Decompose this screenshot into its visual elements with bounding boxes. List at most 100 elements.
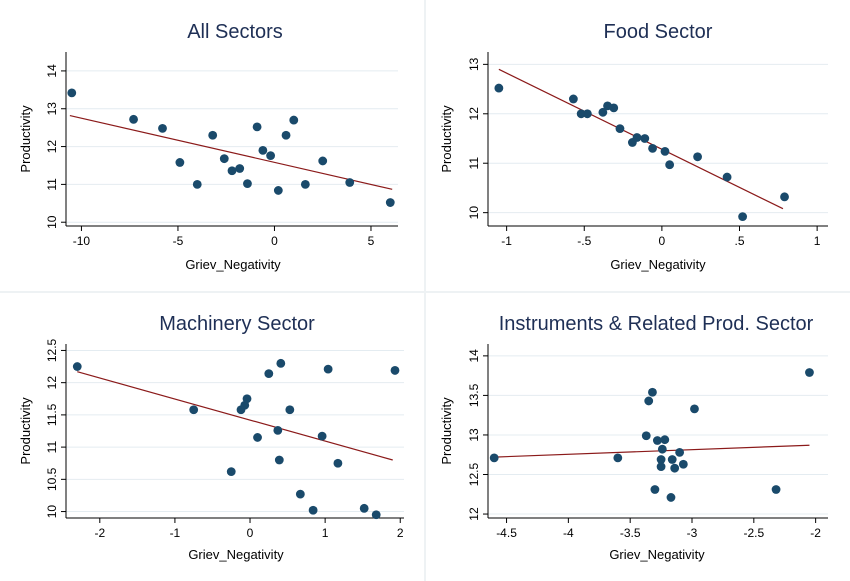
data-point <box>273 186 283 195</box>
data-point <box>615 124 625 134</box>
data-point <box>675 447 685 457</box>
y-axis-label: Productivity <box>439 105 454 173</box>
data-point <box>276 358 286 368</box>
y-tick-label: 10 <box>467 206 481 220</box>
data-point <box>660 146 670 156</box>
data-point <box>295 489 305 499</box>
data-point <box>371 510 381 520</box>
data-point <box>576 109 586 119</box>
data-point <box>317 431 327 441</box>
data-point <box>390 366 400 375</box>
data-point <box>266 151 276 161</box>
y-tick-label: 11.5 <box>45 403 59 426</box>
data-point <box>660 435 670 445</box>
panel-title: Machinery Sector <box>159 313 315 335</box>
y-tick-label: 13 <box>45 102 59 116</box>
y-tick-label: 10 <box>45 215 59 229</box>
data-point <box>641 431 651 441</box>
data-point <box>690 404 699 414</box>
data-point <box>670 463 680 473</box>
data-point <box>805 368 814 377</box>
x-tick-label: 0 <box>659 234 666 248</box>
y-tick-label: 14 <box>467 349 481 363</box>
data-point <box>281 130 291 140</box>
data-point <box>693 152 702 162</box>
data-point <box>656 455 666 464</box>
data-point <box>175 158 185 167</box>
y-tick-label: 12.5 <box>45 338 59 362</box>
data-point <box>582 109 592 119</box>
y-axis-label: Productivity <box>439 397 454 465</box>
data-point <box>189 405 199 415</box>
y-tick-label: 12.5 <box>467 462 481 486</box>
data-point <box>192 179 202 189</box>
panel-4: -4.5 -4 -3.5 -3 -2.5 -2 12 12.5 13 13.5 14 Instrume… <box>439 313 828 562</box>
data-point <box>780 192 789 202</box>
fit-line <box>494 444 810 458</box>
data-point <box>227 166 237 176</box>
x-tick-label: 0 <box>247 526 254 540</box>
data-point <box>226 467 236 476</box>
data-point <box>652 436 662 445</box>
data-point <box>264 369 274 379</box>
panel-1: -10 -5 0 5 10 11 12 13 14 All Sectors Griev_Negati… <box>18 21 398 272</box>
data-point <box>333 458 343 468</box>
data-point <box>665 160 675 170</box>
y-tick-label: 13.5 <box>467 383 481 407</box>
data-point <box>300 179 310 189</box>
x-tick-label: 2 <box>397 526 404 540</box>
x-axis-label: Griev_Negativity <box>188 547 284 562</box>
panel-title: Instruments & Related Prod. Sector <box>499 313 814 335</box>
x-tick-label: -.5 <box>577 234 591 248</box>
data-point <box>609 103 619 113</box>
y-tick-label: 14 <box>45 64 59 78</box>
data-point <box>242 394 252 404</box>
x-tick-label: -5 <box>173 234 184 248</box>
y-tick-label: 12 <box>45 376 59 390</box>
data-point <box>274 455 284 465</box>
x-tick-label: -3.5 <box>620 526 641 540</box>
data-point <box>323 364 333 374</box>
x-tick-label: 1 <box>814 234 821 248</box>
data-point <box>72 362 82 371</box>
x-tick-label: -1 <box>170 526 181 540</box>
data-point <box>158 124 167 133</box>
data-point <box>235 164 245 173</box>
data-point <box>644 396 654 406</box>
data-point <box>771 485 781 494</box>
data-point <box>657 444 667 454</box>
y-tick-label: 10 <box>45 505 59 519</box>
data-point <box>568 94 578 104</box>
y-tick-label: 10.5 <box>45 467 59 491</box>
y-tick-label: 13 <box>467 428 481 442</box>
y-tick-label: 12 <box>467 507 481 521</box>
data-point <box>219 154 229 164</box>
data-point <box>632 133 642 142</box>
data-point <box>678 459 688 469</box>
x-axis-label: Griev_Negativity <box>609 547 705 562</box>
data-point <box>252 122 262 132</box>
x-tick-label: -4 <box>563 526 574 540</box>
fit-line <box>77 371 393 461</box>
data-point <box>494 83 504 93</box>
data-point <box>308 505 318 515</box>
fit-line <box>69 114 393 190</box>
y-tick-label: 11 <box>45 441 59 454</box>
x-tick-label: -3 <box>687 526 698 540</box>
x-tick-label: -4.5 <box>496 526 517 540</box>
data-point <box>722 172 732 182</box>
data-point <box>640 134 650 143</box>
data-point <box>129 114 138 124</box>
y-tick-label: 12 <box>45 140 59 154</box>
y-axis-label: Productivity <box>18 105 33 173</box>
data-point <box>208 130 218 140</box>
data-point <box>598 107 608 117</box>
x-axis-label: Griev_Negativity <box>185 257 281 272</box>
data-point <box>359 503 369 513</box>
data-point <box>289 115 299 125</box>
y-tick-label: 11 <box>45 178 59 191</box>
y-axis-label: Productivity <box>18 397 33 465</box>
data-point <box>648 143 657 153</box>
data-point <box>650 485 660 494</box>
